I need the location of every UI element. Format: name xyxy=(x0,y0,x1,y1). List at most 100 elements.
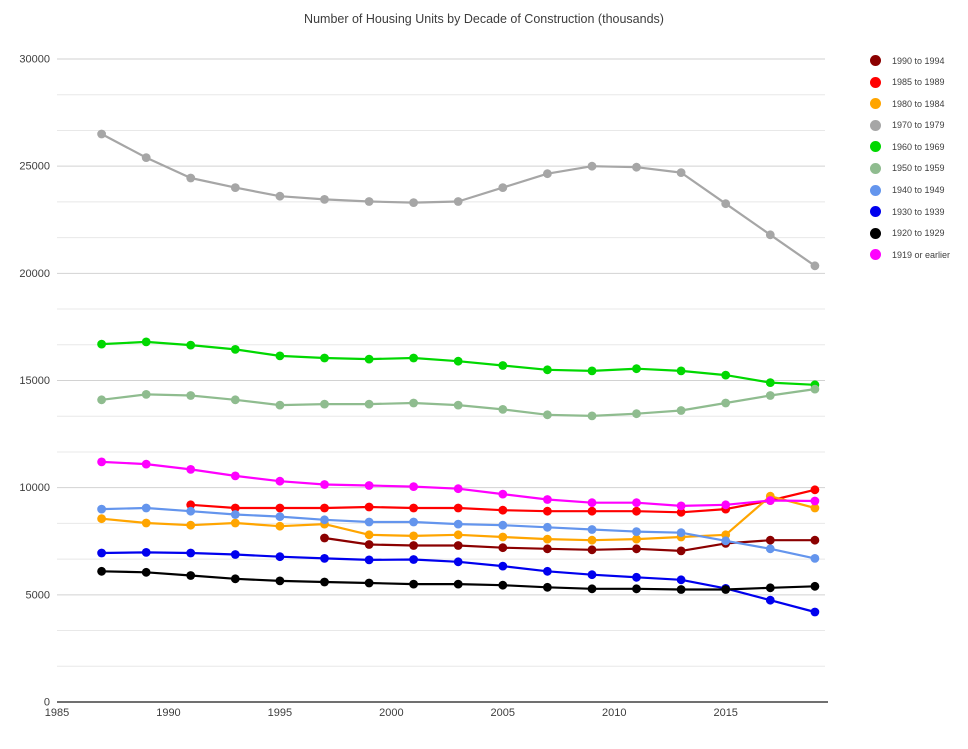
data-point[interactable] xyxy=(765,544,775,554)
data-point[interactable] xyxy=(543,365,552,375)
data-point[interactable] xyxy=(186,391,196,400)
data-point[interactable] xyxy=(765,378,775,387)
data-point[interactable] xyxy=(453,541,463,550)
data-point[interactable] xyxy=(186,506,196,516)
data-point[interactable] xyxy=(364,555,374,565)
data-point[interactable] xyxy=(409,398,418,408)
data-point[interactable] xyxy=(543,582,552,592)
data-point[interactable] xyxy=(230,345,240,354)
data-point[interactable] xyxy=(230,550,240,559)
data-point[interactable] xyxy=(765,595,775,605)
data-point[interactable] xyxy=(587,366,597,376)
data-point[interactable] xyxy=(141,337,151,347)
legend-item-1985-to-1989[interactable]: 1985 to 1989 xyxy=(870,76,950,88)
data-point[interactable] xyxy=(632,572,641,582)
legend-item-1970-to-1979[interactable]: 1970 to 1979 xyxy=(870,119,950,131)
data-point[interactable] xyxy=(97,504,106,514)
legend-item-1930-to-1939[interactable]: 1930 to 1939 xyxy=(870,206,950,218)
data-point[interactable] xyxy=(97,514,106,524)
data-point[interactable] xyxy=(230,395,240,405)
data-point[interactable] xyxy=(498,183,508,193)
data-point[interactable] xyxy=(632,584,641,594)
data-point[interactable] xyxy=(543,169,552,179)
data-point[interactable] xyxy=(676,575,686,585)
data-point[interactable] xyxy=(320,195,329,204)
data-point[interactable] xyxy=(810,535,820,545)
data-point[interactable] xyxy=(320,533,329,543)
data-point[interactable] xyxy=(453,503,463,513)
data-point[interactable] xyxy=(97,566,106,576)
data-point[interactable] xyxy=(186,520,196,530)
data-point[interactable] xyxy=(453,557,463,567)
data-point[interactable] xyxy=(810,607,820,617)
data-point[interactable] xyxy=(721,199,731,209)
data-point[interactable] xyxy=(632,409,641,419)
legend-item-1980-to-1984[interactable]: 1980 to 1984 xyxy=(870,98,950,110)
data-point[interactable] xyxy=(543,495,552,504)
data-point[interactable] xyxy=(364,578,374,588)
data-point[interactable] xyxy=(364,197,374,206)
data-point[interactable] xyxy=(141,567,151,577)
data-point[interactable] xyxy=(320,480,329,489)
data-point[interactable] xyxy=(676,366,686,376)
data-point[interactable] xyxy=(543,566,552,576)
data-point[interactable] xyxy=(765,391,775,400)
legend-item-1919-or-earlier[interactable]: 1919 or earlier xyxy=(870,249,950,261)
data-point[interactable] xyxy=(810,485,820,495)
data-point[interactable] xyxy=(453,197,463,206)
legend-item-1960-to-1969[interactable]: 1960 to 1969 xyxy=(870,141,950,153)
data-point[interactable] xyxy=(320,515,329,525)
data-point[interactable] xyxy=(275,521,285,531)
data-point[interactable] xyxy=(543,534,552,544)
data-point[interactable] xyxy=(543,506,552,516)
data-point[interactable] xyxy=(587,525,597,534)
data-point[interactable] xyxy=(97,395,106,405)
data-point[interactable] xyxy=(409,198,418,208)
data-point[interactable] xyxy=(453,579,463,589)
data-point[interactable] xyxy=(141,548,151,557)
data-point[interactable] xyxy=(632,498,641,508)
data-point[interactable] xyxy=(141,153,151,163)
data-point[interactable] xyxy=(453,484,463,494)
data-point[interactable] xyxy=(186,340,196,350)
data-point[interactable] xyxy=(453,519,463,529)
data-point[interactable] xyxy=(230,183,240,193)
data-point[interactable] xyxy=(676,406,686,415)
data-point[interactable] xyxy=(587,570,597,580)
data-point[interactable] xyxy=(453,356,463,366)
data-point[interactable] xyxy=(721,370,731,380)
data-point[interactable] xyxy=(810,496,820,506)
data-point[interactable] xyxy=(409,517,418,527)
data-point[interactable] xyxy=(230,503,240,513)
data-point[interactable] xyxy=(498,543,508,553)
data-point[interactable] xyxy=(409,555,418,564)
data-point[interactable] xyxy=(275,351,285,361)
data-point[interactable] xyxy=(364,354,374,364)
data-point[interactable] xyxy=(409,503,418,513)
data-point[interactable] xyxy=(275,503,285,513)
data-point[interactable] xyxy=(141,503,151,513)
data-point[interactable] xyxy=(320,554,329,563)
data-point[interactable] xyxy=(632,544,641,554)
data-point[interactable] xyxy=(97,129,106,139)
data-point[interactable] xyxy=(765,496,775,505)
data-point[interactable] xyxy=(587,498,597,508)
data-point[interactable] xyxy=(543,522,552,532)
data-point[interactable] xyxy=(97,548,106,558)
data-point[interactable] xyxy=(320,577,329,587)
data-point[interactable] xyxy=(364,502,374,512)
data-point[interactable] xyxy=(676,528,686,538)
data-point[interactable] xyxy=(810,503,820,513)
data-point[interactable] xyxy=(810,581,820,591)
data-point[interactable] xyxy=(632,162,641,172)
data-point[interactable] xyxy=(141,518,151,528)
data-point[interactable] xyxy=(186,465,196,474)
data-point[interactable] xyxy=(587,584,597,594)
data-point[interactable] xyxy=(409,482,418,491)
data-point[interactable] xyxy=(186,173,196,183)
data-point[interactable] xyxy=(632,364,641,374)
data-point[interactable] xyxy=(543,410,552,420)
data-point[interactable] xyxy=(186,571,196,580)
data-point[interactable] xyxy=(230,574,240,584)
data-point[interactable] xyxy=(453,530,463,540)
